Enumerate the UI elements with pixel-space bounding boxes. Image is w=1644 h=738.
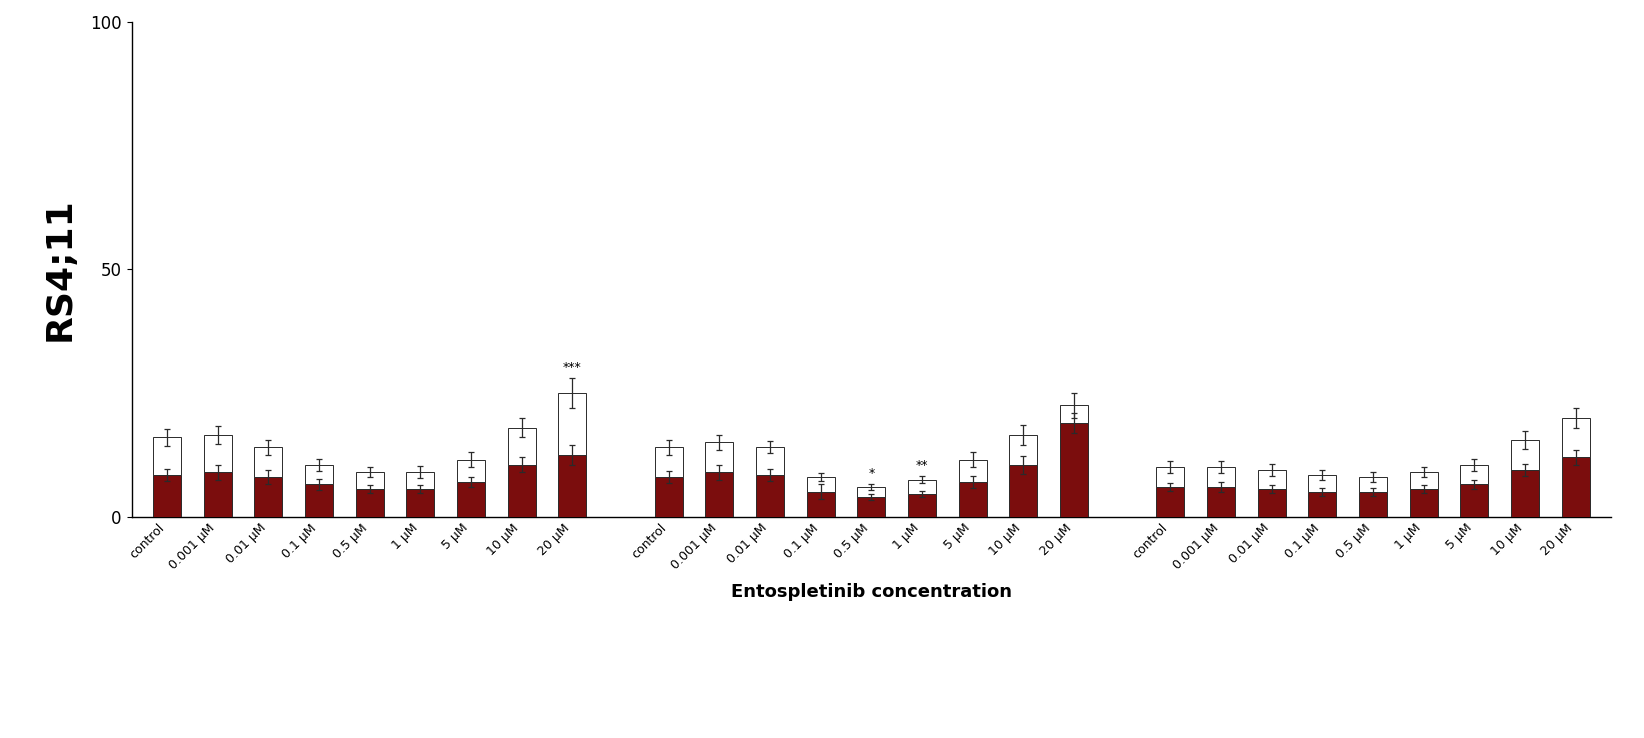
Bar bbox=[457, 482, 485, 517]
Bar bbox=[1156, 487, 1184, 517]
Bar bbox=[807, 492, 835, 517]
Bar bbox=[406, 489, 434, 517]
Bar bbox=[1156, 467, 1184, 487]
Bar bbox=[1360, 477, 1388, 492]
X-axis label: Entospletinib concentration: Entospletinib concentration bbox=[732, 583, 1011, 601]
Bar bbox=[705, 442, 733, 472]
Bar bbox=[204, 435, 232, 472]
Bar bbox=[1009, 465, 1037, 517]
Bar bbox=[958, 482, 986, 517]
Bar bbox=[654, 447, 682, 477]
Bar bbox=[1309, 492, 1337, 517]
Bar bbox=[1009, 435, 1037, 465]
Bar bbox=[1207, 487, 1235, 517]
Bar bbox=[756, 475, 784, 517]
Bar bbox=[559, 455, 587, 517]
Bar bbox=[1562, 418, 1590, 458]
Bar bbox=[255, 477, 283, 517]
Bar bbox=[1060, 423, 1088, 517]
Bar bbox=[1258, 489, 1286, 517]
Bar bbox=[705, 472, 733, 517]
Text: *: * bbox=[868, 467, 875, 480]
Bar bbox=[1409, 472, 1437, 489]
Bar bbox=[1511, 469, 1539, 517]
Bar bbox=[1460, 465, 1488, 484]
Bar bbox=[1460, 484, 1488, 517]
Y-axis label: RS4;11: RS4;11 bbox=[43, 198, 76, 341]
Text: **: ** bbox=[916, 458, 929, 472]
Bar bbox=[907, 494, 935, 517]
Bar bbox=[255, 447, 283, 477]
Bar bbox=[355, 472, 383, 489]
Text: ***: *** bbox=[562, 361, 582, 374]
Bar bbox=[858, 497, 884, 517]
Bar bbox=[858, 487, 884, 497]
Bar bbox=[1258, 469, 1286, 489]
Bar bbox=[958, 460, 986, 482]
Bar bbox=[153, 475, 181, 517]
Bar bbox=[1207, 467, 1235, 487]
Bar bbox=[306, 484, 334, 517]
Bar bbox=[559, 393, 587, 455]
Bar bbox=[508, 427, 536, 465]
Bar bbox=[204, 472, 232, 517]
Bar bbox=[1562, 458, 1590, 517]
Bar bbox=[1409, 489, 1437, 517]
Bar bbox=[508, 465, 536, 517]
Bar bbox=[306, 465, 334, 484]
Bar bbox=[406, 472, 434, 489]
Bar bbox=[1360, 492, 1388, 517]
Bar bbox=[654, 477, 682, 517]
Bar bbox=[907, 480, 935, 494]
Bar bbox=[1309, 475, 1337, 492]
Bar bbox=[355, 489, 383, 517]
Bar bbox=[756, 447, 784, 475]
Bar bbox=[807, 477, 835, 492]
Bar bbox=[1511, 440, 1539, 469]
Bar bbox=[1060, 405, 1088, 423]
Bar bbox=[153, 438, 181, 475]
Bar bbox=[457, 460, 485, 482]
